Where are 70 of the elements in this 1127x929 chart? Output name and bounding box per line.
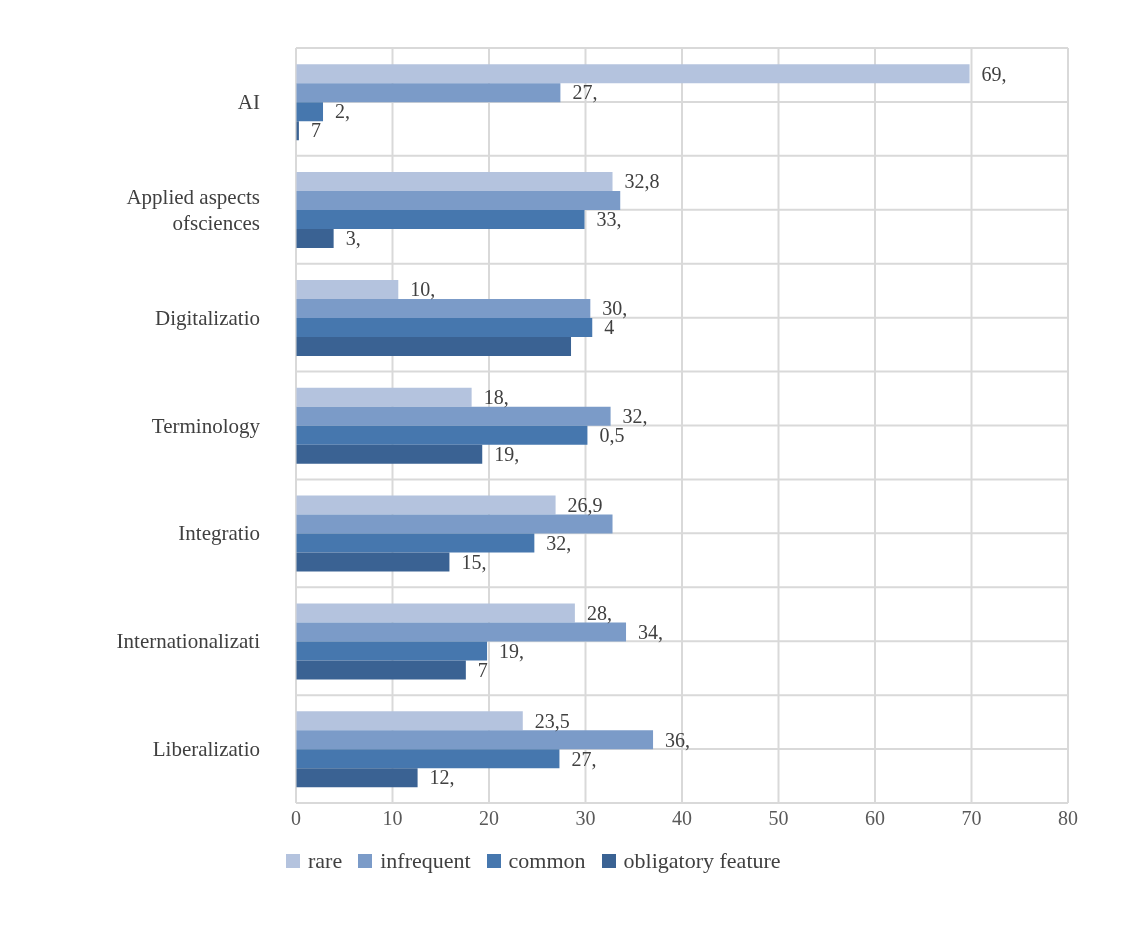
annotation: 18, [483,386,509,409]
annotation: 33, [596,208,622,231]
y-tick-label: Liberalizatio [152,737,260,762]
x-tick-label: 30 [575,807,596,830]
annotation: 27, [571,747,597,770]
x-tick-label: 80 [1058,807,1078,830]
annotation: 28, [586,601,612,624]
bar [296,425,588,445]
x-tick-label: 70 [961,807,982,830]
bar [296,210,585,230]
bar [296,317,593,337]
annotation: 27, [572,81,598,104]
bar [296,533,535,553]
annotation: 32, [622,405,648,428]
bar [296,64,970,84]
y-tick-label: Integratio [178,521,260,546]
annotation: 19, [494,442,520,465]
bar [296,622,627,642]
bar [296,514,613,534]
bar [296,749,560,769]
bar [296,298,591,318]
annotation: 32, [546,531,572,554]
bar [296,191,621,211]
y-tick-label: Internationalizati [116,629,261,654]
bar [296,552,450,572]
annotation: 3, [345,227,361,250]
annotation: 36, [665,728,691,751]
bar [296,406,611,426]
annotation: 7 [310,119,321,142]
annotation: 32,8 [624,170,660,193]
annotation: 10, [410,278,436,301]
bar [296,603,575,623]
annotation: 19, [499,639,525,662]
x-tick-label: 10 [382,807,403,830]
annotation: 69, [981,62,1007,85]
annotation: 15, [461,550,487,573]
annotation: 26,9 [567,494,603,517]
y-tick-label: Applied aspects ofsciences [126,184,260,235]
bar [296,641,488,661]
annotation: 2, [335,100,351,123]
legend-label: obligatory feature [622,848,781,874]
y-tick-label: Digitalizatio [155,305,260,330]
x-tick-label: 40 [672,807,692,830]
legend-label: common [507,848,586,874]
bar [296,387,472,407]
bar [296,229,334,249]
annotation: 23,5 [534,709,570,732]
bar [296,279,399,299]
bar [296,102,324,122]
bar [296,711,523,731]
bar [296,730,654,750]
x-tick-label: 60 [865,807,885,830]
annotation: 0,5 [599,423,625,446]
bar [296,495,556,515]
bar [296,444,483,464]
legend-label: rare [307,848,343,874]
bar [296,336,572,356]
x-tick-label: 20 [479,807,499,830]
annotation: 7 [477,658,488,681]
bar [296,660,466,680]
annotation: 12, [429,766,455,789]
y-tick-label: Terminology [151,413,261,438]
x-tick-label: 0 [291,807,301,830]
bar [296,172,613,192]
bar [296,83,561,103]
annotation: 34, [638,620,664,643]
y-tick-label: AI [237,89,260,114]
legend-label: infrequent [379,848,471,874]
x-tick-label: 50 [768,807,789,830]
bar [296,768,418,788]
